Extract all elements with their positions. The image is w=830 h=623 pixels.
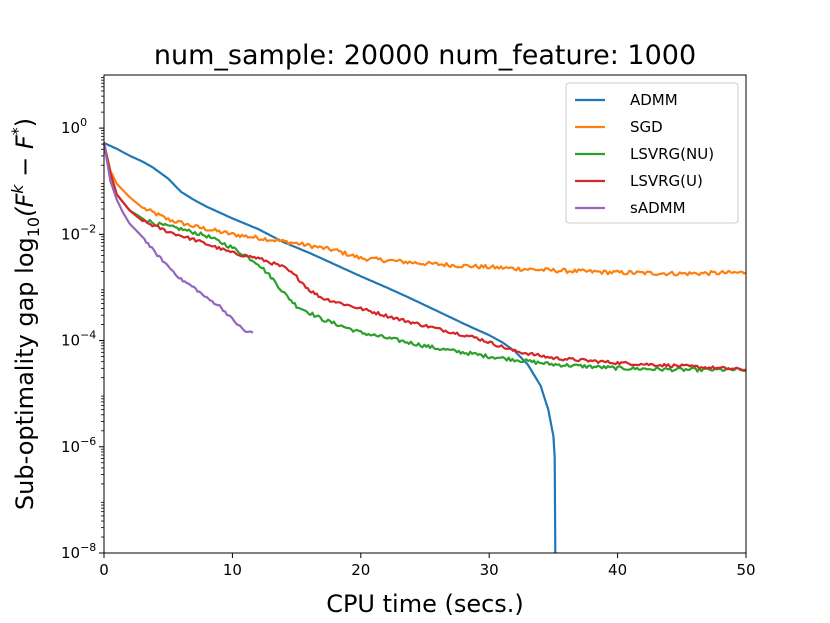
series-line-sadmm <box>102 142 254 334</box>
y-axis-label-sup-star: * <box>8 127 27 135</box>
legend: ADMM SGD LSVRG(NU) LSVRG(U) sADMM <box>565 82 739 224</box>
legend-label: sADMM <box>630 199 686 217</box>
chart-title: num_sample: 20000 num_feature: 1000 <box>154 40 696 71</box>
x-axis-label: CPU time (secs.) <box>326 590 524 618</box>
y-axis-label-text: Sub-optimality gap log <box>11 237 39 510</box>
x-axis: 0 10 20 30 40 50 <box>99 553 756 579</box>
legend-box <box>565 82 739 224</box>
legend-label: LSVRG(U) <box>630 172 703 190</box>
legend-label: ADMM <box>630 91 678 109</box>
series-line-admm <box>103 141 557 554</box>
y-axis-label-log-sub: 10 <box>24 217 43 237</box>
x-tick-label: 0 <box>99 561 109 579</box>
x-tick-label: 50 <box>736 561 755 579</box>
series-layer <box>102 141 747 554</box>
series-line-sgd <box>102 142 747 277</box>
y-axis-label-close: ) <box>11 118 39 127</box>
legend-label: LSVRG(NU) <box>630 145 714 163</box>
series-line-lsvrg-u- <box>102 142 747 372</box>
series-line-lsvrg-nu- <box>102 142 747 373</box>
legend-label: SGD <box>630 118 663 136</box>
y-axis-label: Sub-optimality gap log10(Fk − F*) <box>8 118 43 510</box>
y-tick-label: 10−2 <box>61 222 96 243</box>
y-axis-label-expr: (F <box>11 193 39 217</box>
x-tick-label: 20 <box>351 561 370 579</box>
y-axis-label-minus: − F <box>11 134 39 184</box>
x-tick-label: 40 <box>608 561 627 579</box>
x-tick-label: 10 <box>223 561 242 579</box>
y-tick-label: 10−8 <box>61 541 96 562</box>
y-axis-label-sup-k: k <box>8 184 27 194</box>
x-tick-label: 30 <box>480 561 499 579</box>
plot-frame <box>103 74 747 554</box>
y-tick-label: 100 <box>61 116 87 137</box>
y-tick-label: 10−6 <box>61 435 96 456</box>
y-axis: 10−8 10−6 10−4 10−2 100 <box>61 77 104 562</box>
y-tick-label: 10−4 <box>61 329 96 350</box>
